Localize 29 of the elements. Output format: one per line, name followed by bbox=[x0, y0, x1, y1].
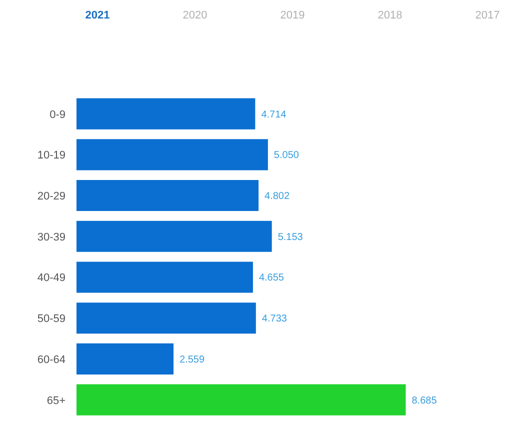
y-tick-label: 10-19 bbox=[37, 150, 66, 162]
bar bbox=[76, 262, 253, 293]
data-label: 5.050 bbox=[274, 150, 300, 162]
bar bbox=[76, 343, 174, 374]
data-label: 2.559 bbox=[180, 354, 205, 366]
data-label: 4.714 bbox=[261, 109, 287, 120]
data-label: 8.685 bbox=[412, 395, 438, 406]
bar bbox=[76, 302, 256, 334]
y-tick-label: 60-64 bbox=[37, 354, 66, 366]
text: 2020 bbox=[182, 10, 208, 22]
y-tick-label: 65+ bbox=[46, 394, 66, 407]
data-label: 4.802 bbox=[264, 191, 290, 202]
text: 2019 bbox=[280, 10, 305, 22]
bar bbox=[76, 384, 406, 416]
y-tick-label: 50-59 bbox=[37, 313, 66, 326]
bar bbox=[76, 180, 259, 212]
data-label: 4.655 bbox=[258, 272, 284, 284]
bar bbox=[76, 220, 272, 252]
y-tick-label: 40-49 bbox=[37, 272, 66, 284]
text: 2018 bbox=[378, 10, 402, 22]
bar bbox=[76, 98, 256, 130]
text: 2021 bbox=[85, 10, 110, 22]
y-tick-label: 30-39 bbox=[37, 231, 66, 244]
data-label: 4.733 bbox=[262, 314, 288, 325]
y-tick-label: 20-29 bbox=[37, 190, 66, 203]
text: 2017 bbox=[475, 10, 500, 22]
y-tick-label: 0-9 bbox=[50, 108, 66, 121]
bar bbox=[76, 139, 268, 170]
data-label: 5.153 bbox=[278, 232, 304, 243]
